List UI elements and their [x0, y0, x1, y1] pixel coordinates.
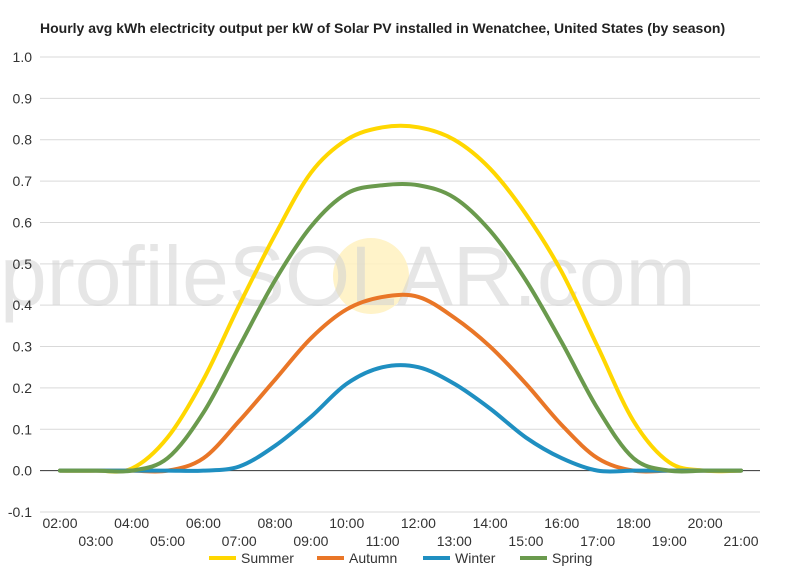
legend-label-autumn: Autumn [349, 550, 397, 566]
x-tick-label: 07:00 [222, 533, 257, 549]
x-tick-label: 11:00 [366, 533, 400, 549]
y-axis-ticks: 1.0 0.9 0.8 0.7 0.6 0.5 0.4 0.3 0.2 0.1 0.0 -0.1 [8, 49, 32, 520]
x-tick-label: 06:00 [186, 515, 221, 531]
series-lines [58, 123, 743, 474]
x-tick-label: 21:00 [723, 533, 758, 549]
x-tick-label: 20:00 [688, 515, 723, 531]
x-tick-label: 15:00 [508, 533, 543, 549]
x-axis-ticks: 02:00 04:00 06:00 08:00 10:00 12:00 14:00 16:00… [42, 515, 758, 549]
y-tick-label: 1.0 [13, 49, 33, 65]
y-tick-label: 0.0 [13, 463, 33, 479]
x-tick-label: 14:00 [473, 515, 508, 531]
y-tick-label: 0.9 [13, 90, 33, 106]
y-tick-label: 0.5 [13, 256, 33, 272]
y-tick-label: 0.2 [13, 380, 33, 396]
x-tick-label: 17:00 [580, 533, 615, 549]
y-tick-label: 0.1 [13, 421, 33, 437]
legend: Summer Autumn Winter Spring [209, 550, 592, 566]
x-tick-label: 16:00 [544, 515, 579, 531]
y-tick-label: 0.3 [13, 339, 33, 355]
chart-title: Hourly avg kWh electricity output per kW… [40, 20, 725, 36]
x-tick-label: 19:00 [652, 533, 687, 549]
x-tick-label: 12:00 [401, 515, 436, 531]
legend-label-summer: Summer [241, 550, 294, 566]
series-line-summer [58, 123, 743, 474]
y-tick-label: 0.6 [13, 214, 33, 230]
legend-label-spring: Spring [552, 550, 592, 566]
series-line-spring [58, 181, 743, 474]
legend-label-winter: Winter [455, 550, 496, 566]
y-tick-label: -0.1 [8, 504, 32, 520]
x-tick-label: 13:00 [437, 533, 472, 549]
y-tick-label: 0.7 [13, 173, 33, 189]
x-tick-label: 02:00 [42, 515, 77, 531]
x-tick-label: 10:00 [329, 515, 364, 531]
y-tick-label: 0.8 [13, 132, 33, 148]
x-tick-label: 04:00 [114, 515, 149, 531]
series-line-winter [58, 363, 743, 474]
x-tick-label: 03:00 [78, 533, 113, 549]
x-tick-label: 09:00 [293, 533, 328, 549]
x-tick-label: 08:00 [258, 515, 293, 531]
y-tick-label: 0.4 [13, 297, 33, 313]
x-tick-label: 05:00 [150, 533, 185, 549]
x-tick-label: 18:00 [616, 515, 651, 531]
